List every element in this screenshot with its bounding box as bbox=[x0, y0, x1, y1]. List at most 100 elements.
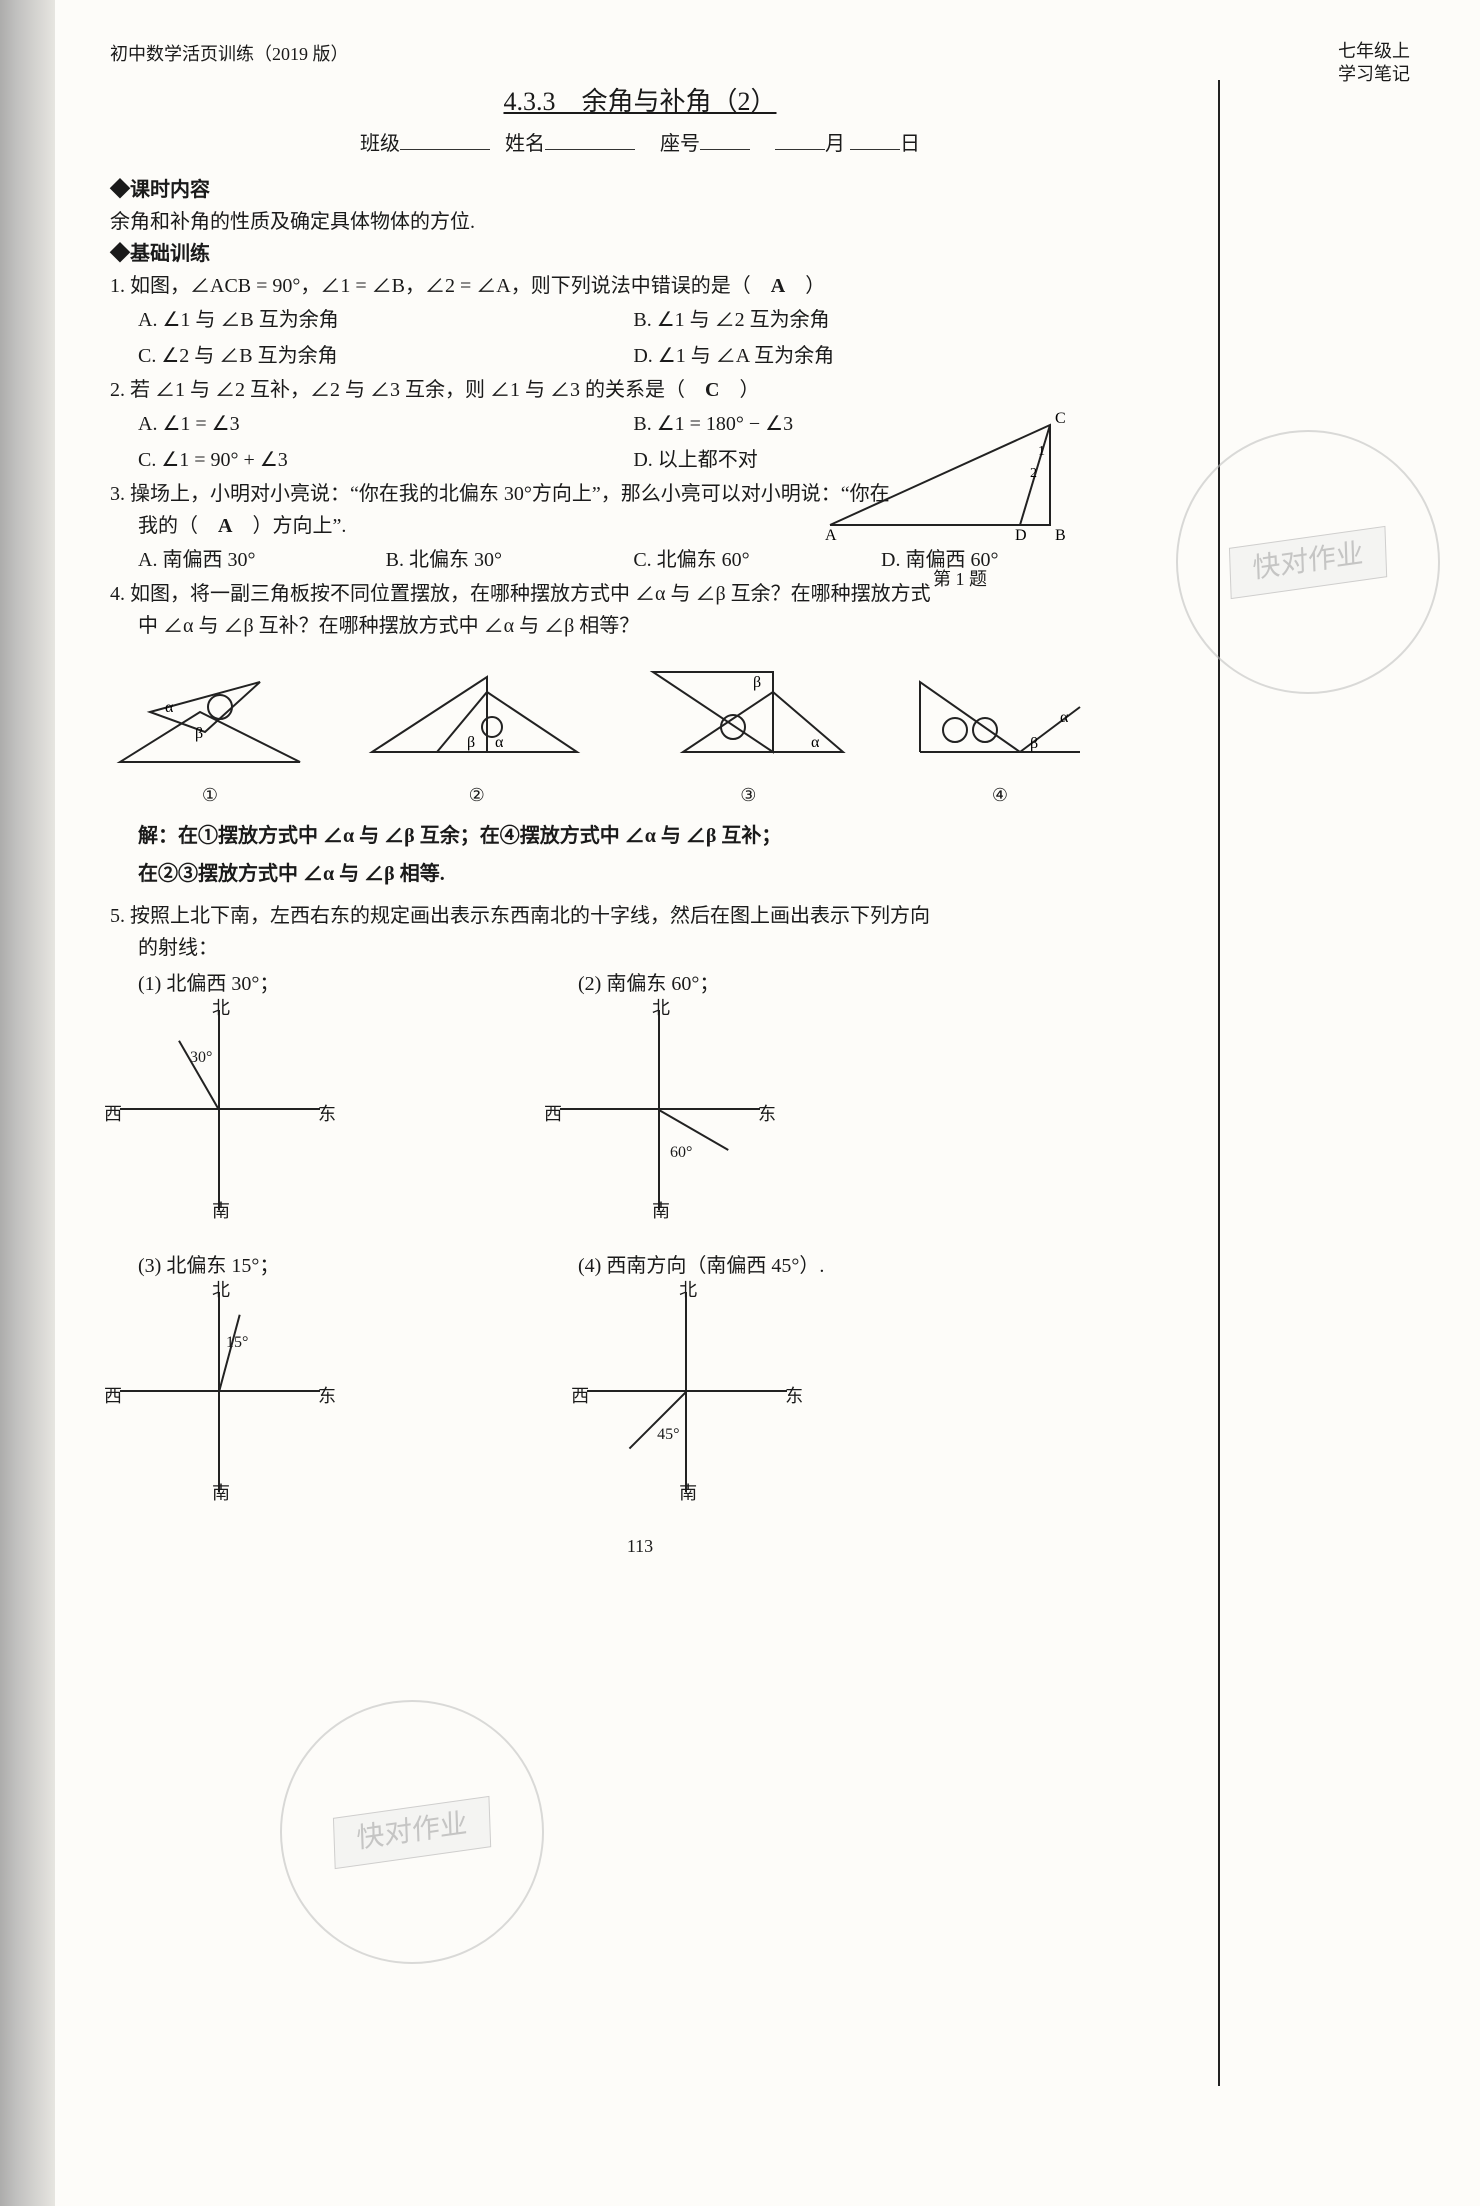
q3-opt-b: B. 北偏东 30° bbox=[386, 542, 634, 578]
q4-stem2: 中 ∠α 与 ∠β 互补？在哪种摆放方式中 ∠α 与 ∠β 相等？ bbox=[110, 610, 1170, 642]
svg-text:α: α bbox=[811, 734, 820, 751]
dir-n: 北 bbox=[652, 994, 670, 1023]
q4-fig-3: β α ③ bbox=[643, 652, 853, 810]
q1-stem-end: ） bbox=[785, 275, 825, 297]
q5-row1: (1) 北偏西 30°； 北 南 东 西 30° (2) 南偏东 60°； 北 … bbox=[110, 968, 1170, 1220]
watermark-text: 快对作业 bbox=[1229, 525, 1387, 598]
q1-opt-a: A. ∠1 与 ∠B 互为余角 bbox=[138, 302, 633, 338]
q1-fig-label: 第 1 题 bbox=[820, 565, 1100, 594]
dir-s: 南 bbox=[212, 1197, 230, 1226]
blank-class[interactable] bbox=[400, 129, 490, 150]
q3-stem-end: ）方向上”. bbox=[232, 515, 346, 537]
dir-e: 东 bbox=[318, 1382, 336, 1411]
label-class: 班级 bbox=[360, 133, 400, 155]
dir-w: 西 bbox=[104, 1382, 122, 1411]
book-title: 初中数学活页训练（2019 版） bbox=[110, 40, 1410, 69]
dir-n: 北 bbox=[212, 994, 230, 1023]
ang-4: 45° bbox=[657, 1422, 679, 1448]
q2-stem: 2. 若 ∠1 与 ∠2 互补，∠2 与 ∠3 互余，则 ∠1 与 ∠3 的关系… bbox=[110, 374, 1170, 406]
q4-label-3: ③ bbox=[643, 781, 853, 810]
label-name: 姓名 bbox=[505, 133, 545, 155]
q2-opt-c: C. ∠1 = 90° + ∠3 bbox=[138, 442, 633, 478]
q2-stem-end: ） bbox=[719, 379, 759, 401]
ang-1: 30° bbox=[190, 1045, 212, 1071]
margin-rule bbox=[1218, 80, 1220, 2086]
dir-e: 东 bbox=[318, 1100, 336, 1129]
q1-stem-text: 1. 如图，∠ACB = 90°，∠1 = ∠B，∠2 = ∠A，则下列说法中错… bbox=[110, 275, 771, 297]
svg-text:α: α bbox=[165, 699, 174, 716]
q1-opt-b: B. ∠1 与 ∠2 互为余角 bbox=[633, 302, 1128, 338]
q5-p1: (1) 北偏西 30°； 北 南 东 西 30° bbox=[110, 968, 330, 1220]
svg-text:β: β bbox=[195, 725, 203, 742]
blank-name[interactable] bbox=[545, 129, 635, 150]
form-row: 班级 姓名 座号 月 日 bbox=[110, 128, 1170, 160]
q4-fig-1: α β ① bbox=[110, 652, 310, 810]
ang-3: 15° bbox=[226, 1330, 248, 1356]
q3-opt-a: A. 南偏西 30° bbox=[138, 542, 386, 578]
q4-fig-4: α β ④ bbox=[910, 652, 1090, 810]
q4-figures: α β ① β α ② β bbox=[110, 652, 1090, 810]
svg-text:α: α bbox=[495, 734, 504, 751]
svg-text:β: β bbox=[753, 674, 761, 691]
blank-month[interactable] bbox=[775, 129, 825, 150]
q1-figure: A C B D 1 2 第 1 题 bbox=[820, 405, 1100, 594]
q1-C: C bbox=[1055, 410, 1066, 427]
dir-w: 西 bbox=[544, 1100, 562, 1129]
q5-row2: (3) 北偏东 15°； 北 南 东 西 15° (4) 西南方向（南偏西 45… bbox=[110, 1250, 1170, 1502]
q2-stem-text: 2. 若 ∠1 与 ∠2 互补，∠2 与 ∠3 互余，则 ∠1 与 ∠3 的关系… bbox=[110, 379, 705, 401]
heading-content: ◆课时内容 bbox=[110, 174, 1170, 206]
dir-n: 北 bbox=[212, 1276, 230, 1305]
watermark-1: 快对作业 bbox=[1159, 413, 1457, 711]
q1-options: A. ∠1 与 ∠B 互为余角 B. ∠1 与 ∠2 互为余角 C. ∠2 与 … bbox=[110, 302, 1170, 374]
compass-3: 北 南 东 西 15° bbox=[110, 1282, 330, 1502]
content-body: 余角和补角的性质及确定具体物体的方位. bbox=[110, 206, 1170, 238]
q4-label-4: ④ bbox=[910, 781, 1090, 810]
q2-opt-a: A. ∠1 = ∠3 bbox=[138, 406, 633, 442]
heading-basic: ◆基础训练 bbox=[110, 238, 1170, 270]
content-column: 4.3.3 余角与补角（2） 班级 姓名 座号 月 日 ◆课时内容 余角和补角的… bbox=[110, 81, 1170, 1561]
blank-seat[interactable] bbox=[700, 129, 750, 150]
grade: 七年级上 bbox=[1338, 40, 1410, 63]
grade-note: 七年级上 学习笔记 bbox=[1338, 40, 1410, 87]
dir-e: 东 bbox=[758, 1100, 776, 1129]
q5-stem1: 5. 按照上北下南，左西右东的规定画出表示东西南北的十字线，然后在图上画出表示下… bbox=[110, 900, 1170, 932]
blank-day[interactable] bbox=[850, 129, 900, 150]
q3-stem2: 我的（ bbox=[138, 515, 218, 537]
dir-s: 南 bbox=[212, 1479, 230, 1508]
q4-label-1: ① bbox=[110, 781, 310, 810]
label-month: 月 bbox=[825, 133, 845, 155]
section-title: 4.3.3 余角与补角（2） bbox=[110, 81, 1170, 123]
dir-s: 南 bbox=[652, 1197, 670, 1226]
label-seat: 座号 bbox=[660, 133, 700, 155]
compass-2: 北 南 东 西 60° bbox=[550, 1000, 770, 1220]
q1-opt-d: D. ∠1 与 ∠A 互为余角 bbox=[633, 338, 1128, 374]
q5-p4: (4) 西南方向（南偏西 45°）. 北 南 东 西 45° bbox=[550, 1250, 824, 1502]
dir-n: 北 bbox=[679, 1276, 697, 1305]
q1-opt-c: C. ∠2 与 ∠B 互为余角 bbox=[138, 338, 633, 374]
compass-1: 北 南 东 西 30° bbox=[110, 1000, 330, 1220]
svg-text:β: β bbox=[467, 734, 475, 751]
page: 初中数学活页训练（2019 版） 七年级上 学习笔记 4.3.3 余角与补角（2… bbox=[0, 0, 1480, 2206]
q4-sol1: 解：在①摆放方式中 ∠α 与 ∠β 互余；在④摆放方式中 ∠α 与 ∠β 互补； bbox=[110, 820, 1170, 852]
q5-p2: (2) 南偏东 60°； 北 南 东 西 60° bbox=[550, 968, 770, 1220]
q4-label-2: ② bbox=[367, 781, 587, 810]
q1-2: 2 bbox=[1030, 466, 1037, 481]
label-day: 日 bbox=[900, 133, 920, 155]
dir-w: 西 bbox=[104, 1100, 122, 1129]
q4-sol2: 在②③摆放方式中 ∠α 与 ∠β 相等. bbox=[110, 858, 1170, 890]
svg-text:β: β bbox=[1030, 735, 1038, 752]
q1-1: 1 bbox=[1038, 444, 1045, 459]
scan-edge bbox=[0, 0, 55, 2206]
q4-fig-2: β α ② bbox=[367, 652, 587, 810]
q3-answer: A bbox=[218, 515, 232, 537]
q1-stem: 1. 如图，∠ACB = 90°，∠1 = ∠B，∠2 = ∠A，则下列说法中错… bbox=[110, 270, 1170, 302]
ang-2: 60° bbox=[670, 1140, 692, 1166]
dir-e: 东 bbox=[785, 1382, 803, 1411]
page-number: 113 bbox=[110, 1532, 1170, 1561]
q2-answer: C bbox=[705, 379, 719, 401]
dir-s: 南 bbox=[679, 1479, 697, 1508]
q5-p3: (3) 北偏东 15°； 北 南 东 西 15° bbox=[110, 1250, 330, 1502]
watermark-2: 快对作业 bbox=[263, 1683, 561, 1981]
q1-A: A bbox=[825, 527, 837, 544]
compass-4: 北 南 东 西 45° bbox=[577, 1282, 797, 1502]
